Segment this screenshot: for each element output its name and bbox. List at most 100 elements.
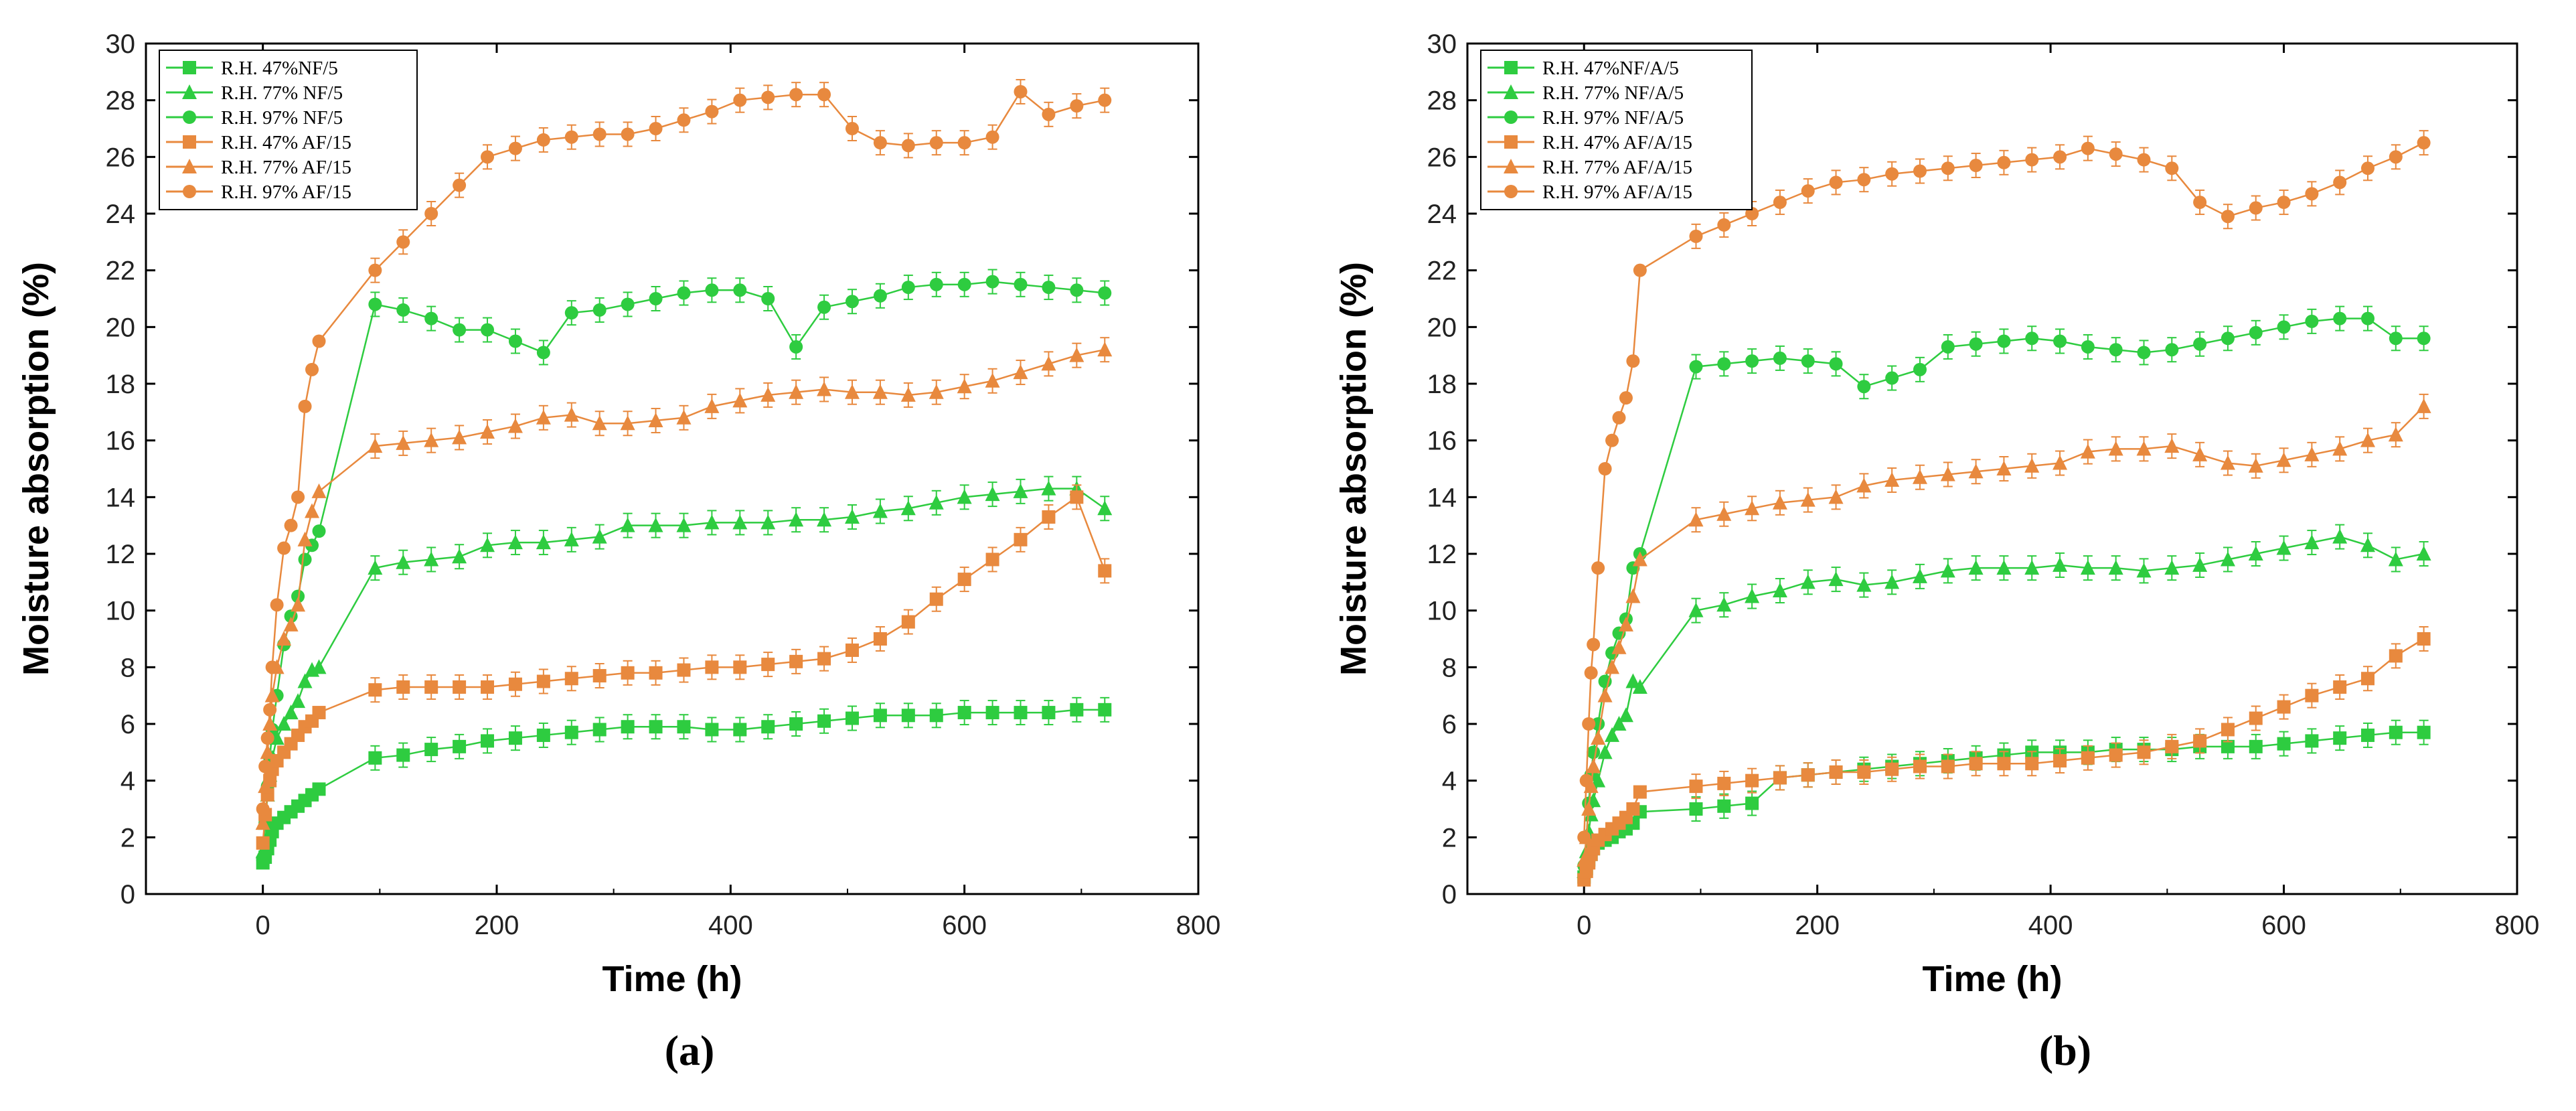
series-r-h-97-af-15 — [256, 78, 1112, 816]
legend-marker — [1504, 61, 1518, 74]
legend-marker — [1504, 135, 1518, 149]
data-point — [481, 680, 495, 694]
legend-marker — [1504, 159, 1518, 173]
data-point — [283, 616, 299, 632]
data-point — [2024, 457, 2040, 473]
data-point — [1632, 551, 1647, 567]
data-point — [1745, 354, 1759, 368]
series-r-h-97-nf-5 — [256, 269, 1112, 867]
data-point — [2164, 438, 2180, 453]
data-point — [1098, 702, 1112, 717]
data-point — [1013, 364, 1028, 380]
data-point — [845, 711, 859, 725]
y-tick-label: 4 — [1442, 767, 1457, 796]
y-tick-label: 16 — [1427, 427, 1457, 456]
data-point — [1997, 155, 2011, 169]
data-point — [1800, 574, 1816, 589]
data-point — [424, 680, 438, 694]
data-point — [481, 150, 495, 164]
data-point — [1612, 411, 1626, 425]
data-point — [2109, 748, 2123, 762]
data-point — [1586, 758, 1601, 773]
data-point — [1579, 773, 1593, 788]
data-point — [1829, 357, 1843, 371]
data-point — [1829, 765, 1843, 779]
data-point — [424, 432, 439, 447]
data-point — [2080, 560, 2095, 575]
y-tick-label: 14 — [1427, 483, 1457, 512]
data-point — [1014, 706, 1028, 720]
data-point — [2081, 141, 2095, 155]
legend-marker — [183, 61, 196, 74]
y-tick-label: 18 — [1427, 370, 1457, 399]
data-point — [2304, 534, 2320, 550]
data-point — [2249, 739, 2263, 753]
legend-entry: R.H. 97% AF/A/15 — [1542, 181, 1692, 203]
data-point — [929, 494, 944, 510]
data-point — [305, 362, 319, 376]
data-point — [957, 378, 972, 394]
data-point — [283, 705, 299, 720]
data-point — [2277, 737, 2291, 751]
data-point — [817, 300, 831, 314]
data-point — [536, 346, 550, 360]
data-point — [1717, 357, 1731, 371]
legend-marker — [182, 159, 197, 173]
data-point — [873, 632, 887, 646]
y-tick-label: 10 — [106, 597, 136, 626]
x-tick-label: 0 — [1577, 911, 1591, 940]
y-tick-label: 6 — [120, 710, 135, 739]
data-point — [1689, 360, 1703, 374]
y-tick-label: 22 — [1427, 256, 1457, 286]
data-point — [2333, 175, 2347, 190]
data-point — [2221, 723, 2235, 737]
data-point — [1611, 716, 1627, 731]
data-point — [1996, 560, 2012, 575]
data-point — [1857, 173, 1871, 187]
x-axis-title: Time (h) — [602, 959, 742, 999]
data-point — [1587, 745, 1601, 759]
y-tick-label: 16 — [106, 427, 136, 456]
data-point — [452, 548, 467, 564]
data-point — [1626, 354, 1640, 368]
data-point — [1014, 532, 1028, 546]
y-tick-label: 20 — [106, 313, 136, 342]
data-point — [2389, 649, 2403, 663]
data-point — [1997, 334, 2011, 348]
data-point — [621, 666, 635, 680]
series-line — [1583, 536, 2424, 872]
data-point — [311, 659, 327, 674]
data-point — [536, 133, 550, 147]
data-point — [649, 720, 663, 734]
data-point — [297, 673, 313, 688]
data-point — [2388, 427, 2403, 442]
data-point — [2137, 745, 2151, 759]
data-point — [1717, 218, 1731, 232]
y-tick-label: 2 — [1442, 823, 1457, 853]
data-point — [677, 113, 691, 127]
data-point — [1829, 175, 1843, 190]
legend-entry: R.H. 97% AF/15 — [221, 181, 351, 203]
data-point — [900, 500, 916, 516]
data-point — [2220, 551, 2235, 567]
y-tick-label: 26 — [1427, 143, 1457, 172]
data-point — [2333, 311, 2347, 325]
data-point — [957, 277, 971, 291]
data-point — [789, 340, 803, 354]
data-point — [368, 263, 382, 277]
data-point — [621, 297, 635, 311]
data-point — [424, 551, 439, 567]
data-point — [592, 415, 607, 431]
data-point — [733, 723, 747, 737]
data-point — [789, 717, 803, 731]
y-tick-label: 18 — [106, 370, 136, 399]
data-point — [2332, 441, 2348, 456]
data-point — [2081, 751, 2095, 765]
data-point — [817, 714, 831, 728]
data-point — [368, 683, 382, 697]
data-point — [1913, 362, 1927, 376]
data-point — [2417, 632, 2431, 646]
data-point — [1625, 588, 1641, 603]
